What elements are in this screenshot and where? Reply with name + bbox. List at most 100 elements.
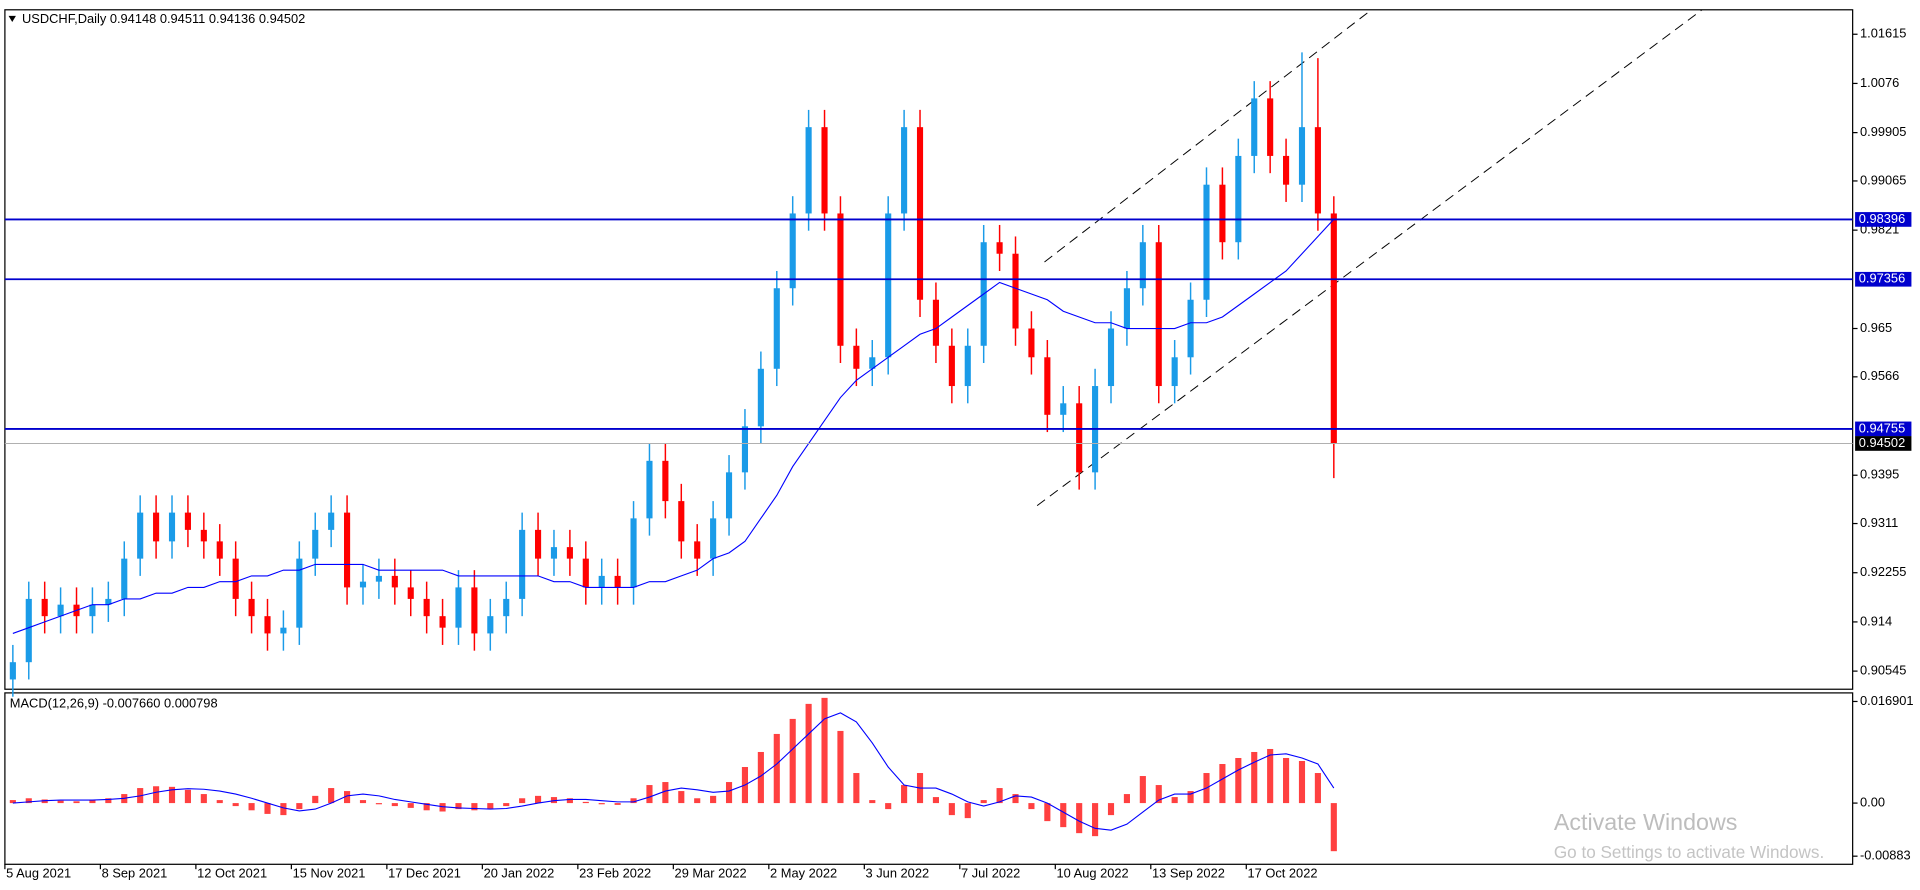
candle-body bbox=[678, 501, 685, 542]
candle-body bbox=[725, 472, 733, 519]
candle-body bbox=[328, 512, 335, 530]
y-tick-label: 0.9566 bbox=[1860, 368, 1899, 383]
candle-body bbox=[805, 127, 812, 214]
macd-bar bbox=[757, 751, 764, 804]
x-tick-label: 15 Nov 2021 bbox=[293, 865, 366, 880]
macd-bar bbox=[1123, 794, 1130, 804]
macd-bar bbox=[1330, 803, 1337, 852]
macd-bar bbox=[184, 789, 191, 804]
macd-bar bbox=[232, 803, 239, 807]
macd-bar bbox=[853, 773, 860, 804]
macd-bar bbox=[1060, 803, 1067, 828]
candle-body bbox=[89, 604, 96, 617]
candle-body bbox=[121, 558, 128, 599]
macd-bar bbox=[375, 803, 382, 805]
macd-signal bbox=[12, 712, 1335, 831]
macd-bar bbox=[1235, 757, 1242, 804]
macd-panel-frame bbox=[4, 692, 1854, 865]
channel-line bbox=[1036, 9, 1703, 506]
candle-body bbox=[105, 598, 112, 605]
macd-bar bbox=[264, 803, 271, 814]
macd-bar bbox=[694, 798, 701, 804]
macd-bar bbox=[773, 733, 780, 804]
macd-bar bbox=[168, 786, 176, 804]
title-arrow bbox=[8, 15, 16, 23]
macd-bar bbox=[105, 798, 112, 804]
candle-body bbox=[901, 127, 908, 214]
candle-body bbox=[1060, 403, 1067, 415]
y-tick-label: 0.99065 bbox=[1860, 172, 1906, 187]
macd-bar bbox=[280, 803, 287, 816]
candle-body bbox=[359, 581, 367, 588]
macd-bar bbox=[471, 803, 478, 811]
x-tick-label: 3 Jun 2022 bbox=[866, 865, 930, 880]
candle-body bbox=[853, 345, 860, 369]
y-tick-label: 0.99905 bbox=[1860, 124, 1906, 139]
candle-body bbox=[25, 598, 32, 663]
macd-bar bbox=[1267, 748, 1274, 804]
macd-bar bbox=[153, 786, 160, 804]
macd-bar bbox=[678, 791, 685, 804]
candle-body bbox=[1330, 213, 1337, 444]
candle-body bbox=[566, 547, 573, 559]
candle-body bbox=[1251, 98, 1258, 156]
x-tick-label: 8 Sep 2021 bbox=[102, 865, 168, 880]
macd-bar bbox=[328, 788, 335, 804]
macd-bar bbox=[359, 800, 367, 804]
macd-bar bbox=[344, 791, 351, 804]
macd-bar bbox=[25, 798, 32, 804]
candle-body bbox=[1107, 328, 1115, 387]
x-tick-label: 17 Oct 2022 bbox=[1248, 865, 1318, 880]
y-tick-label: -0.00883 bbox=[1860, 848, 1911, 863]
macd-bar bbox=[932, 797, 939, 804]
candle-body bbox=[646, 460, 653, 519]
current-price-label: 0.94502 bbox=[1859, 435, 1905, 450]
candle-body bbox=[1155, 242, 1162, 387]
candle-body bbox=[662, 460, 669, 502]
macd-bar bbox=[1155, 785, 1162, 804]
candle-body bbox=[503, 598, 510, 617]
macd-bar bbox=[519, 798, 526, 804]
level-label-box bbox=[1855, 212, 1912, 227]
current-price-box bbox=[1855, 436, 1912, 451]
macd-bar bbox=[534, 795, 542, 804]
candle-body bbox=[296, 558, 303, 628]
macd-bar bbox=[1028, 803, 1035, 810]
macd-bar bbox=[566, 798, 573, 804]
candle-body bbox=[1219, 184, 1226, 243]
main-panel-frame bbox=[4, 9, 1854, 690]
macd-bar bbox=[789, 718, 796, 804]
x-tick-label: 7 Jul 2022 bbox=[961, 865, 1020, 880]
macd-bar bbox=[901, 785, 908, 804]
candle-body bbox=[184, 512, 191, 530]
y-tick-label: 1.01615 bbox=[1860, 26, 1906, 41]
macd-bar bbox=[948, 803, 955, 816]
x-tick-label: 17 Dec 2021 bbox=[388, 865, 461, 880]
macd-bar bbox=[837, 730, 844, 804]
candle-body bbox=[534, 529, 542, 559]
macd-bar bbox=[996, 788, 1003, 804]
candle-body bbox=[1298, 127, 1306, 185]
candle-body bbox=[1235, 155, 1242, 243]
macd-bar bbox=[200, 794, 207, 804]
macd-bar bbox=[1012, 794, 1019, 804]
x-tick-label: 23 Feb 2022 bbox=[579, 865, 651, 880]
y-tick-label: 0.914 bbox=[1860, 613, 1892, 628]
macd-bar bbox=[885, 803, 892, 810]
candle-body bbox=[630, 518, 637, 588]
level-label-box bbox=[1855, 271, 1912, 287]
level-label: 0.94755 bbox=[1859, 420, 1905, 435]
candle-body bbox=[137, 512, 144, 559]
candle-body bbox=[471, 587, 478, 634]
candle-body bbox=[1203, 184, 1210, 300]
macd-bar bbox=[1076, 803, 1083, 834]
candle-body bbox=[312, 529, 319, 559]
watermark-title: Activate Windows bbox=[1554, 809, 1738, 835]
macd-bar bbox=[869, 800, 876, 804]
candle-body bbox=[248, 598, 255, 617]
macd-bar bbox=[1092, 803, 1099, 837]
x-tick-label: 2 May 2022 bbox=[770, 865, 837, 880]
macd-title: MACD(12,26,9) -0.007660 0.000798 bbox=[10, 695, 218, 710]
candle-body bbox=[153, 512, 160, 542]
candle-body bbox=[550, 547, 558, 559]
